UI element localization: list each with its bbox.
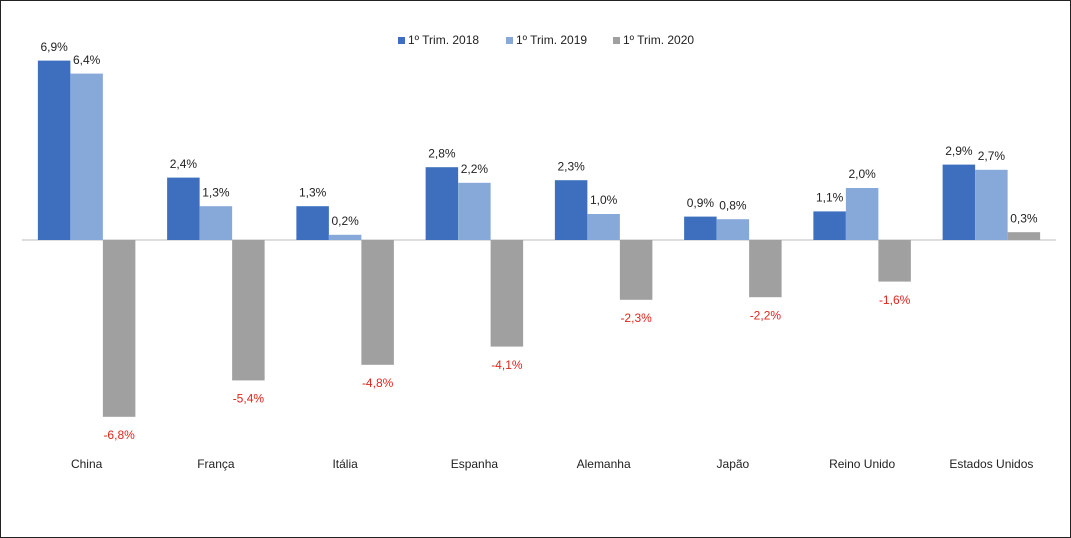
x-tick-label: Itália	[332, 457, 358, 471]
bar	[328, 234, 362, 240]
value-label: 1,3%	[202, 185, 230, 199]
bar	[37, 60, 71, 240]
legend-label: 1º Trim. 2018	[408, 33, 479, 47]
value-label: 1,3%	[299, 185, 327, 199]
bar	[878, 240, 911, 282]
value-label: -6,8%	[103, 428, 135, 442]
bar	[296, 206, 329, 240]
bar	[684, 216, 717, 240]
bar	[813, 211, 846, 240]
bar	[70, 73, 103, 240]
value-label: -4,1%	[491, 358, 523, 372]
legend-label: 1º Trim. 2020	[623, 33, 694, 47]
x-tick-label: Japão	[717, 457, 750, 471]
x-tick-label: Reino Unido	[829, 457, 895, 471]
bar	[361, 240, 394, 365]
x-tick-label: Espanha	[451, 457, 499, 471]
bar	[975, 169, 1008, 240]
value-label: 2,4%	[170, 157, 198, 171]
bar	[942, 164, 976, 240]
bar	[749, 240, 782, 298]
legend-swatch	[506, 37, 513, 44]
bar	[554, 180, 588, 240]
bar	[619, 240, 653, 300]
x-tick-label: Estados Unidos	[949, 457, 1033, 471]
value-label: -5,4%	[233, 392, 265, 406]
value-label: 0,8%	[719, 198, 747, 212]
bar	[232, 240, 265, 381]
value-label: -2,2%	[750, 308, 782, 322]
legend-label: 1º Trim. 2019	[516, 33, 587, 47]
bar	[167, 177, 200, 240]
value-label: 1,1%	[816, 191, 844, 205]
value-label: 2,2%	[461, 162, 489, 176]
value-label: 6,9%	[40, 40, 68, 54]
x-tick-label: França	[197, 457, 235, 471]
value-label: 2,7%	[978, 149, 1006, 163]
value-label: 6,4%	[73, 53, 101, 67]
bar	[458, 182, 491, 240]
value-label: -4,8%	[362, 376, 394, 390]
value-label: 0,3%	[1010, 211, 1038, 225]
value-label: 2,3%	[557, 159, 585, 173]
bar	[490, 240, 524, 347]
bar	[425, 167, 459, 240]
bar	[102, 240, 136, 417]
bar	[716, 219, 750, 240]
bar	[1007, 232, 1041, 240]
value-label: 2,0%	[848, 167, 876, 181]
bar	[845, 188, 879, 240]
value-label: 1,0%	[590, 193, 618, 207]
x-tick-label: China	[71, 457, 103, 471]
value-label: 2,9%	[945, 144, 973, 158]
value-label: -1,6%	[879, 293, 911, 307]
legend-swatch	[613, 37, 620, 44]
bar	[199, 206, 233, 240]
legend-swatch	[398, 37, 405, 44]
value-label: 2,8%	[428, 146, 456, 160]
bar	[587, 214, 620, 240]
value-label: 0,2%	[331, 214, 359, 228]
value-label: -2,3%	[620, 311, 652, 325]
value-label: 0,9%	[687, 196, 715, 210]
x-tick-label: Alemanha	[577, 457, 631, 471]
